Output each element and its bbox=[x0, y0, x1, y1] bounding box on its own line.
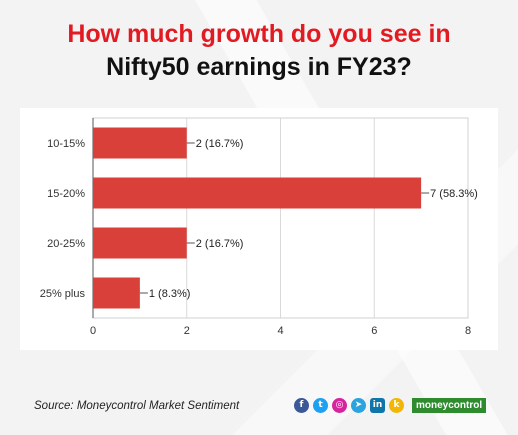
data-label-0: 2 (16.7%) bbox=[196, 138, 244, 150]
category-label-0: 10-15% bbox=[47, 138, 85, 150]
x-tick-label-3: 6 bbox=[371, 325, 377, 337]
data-label-3: 1 (8.3%) bbox=[149, 288, 191, 300]
linkedin-icon[interactable]: in bbox=[370, 397, 385, 413]
data-label-2: 2 (16.7%) bbox=[196, 238, 244, 250]
x-tick-label-1: 2 bbox=[184, 325, 190, 337]
title-line-1: How much growth do you see in bbox=[67, 20, 451, 48]
twitter-icon[interactable]: t bbox=[313, 397, 328, 413]
x-tick-label-0: 0 bbox=[90, 325, 96, 337]
title-line-2: Nifty50 earnings in FY23? bbox=[106, 53, 412, 81]
data-label-1: 7 (58.3%) bbox=[430, 188, 478, 200]
source-note: Source: Moneycontrol Market Sentiment bbox=[34, 400, 240, 412]
facebook-icon[interactable]: f bbox=[294, 397, 309, 413]
social-links: f t ◎ ➤ in k moneycontrol bbox=[294, 396, 487, 414]
instagram-icon[interactable]: ◎ bbox=[332, 397, 347, 413]
chart-title: How much growth do you see in Nifty50 ea… bbox=[0, 18, 518, 84]
category-label-2: 20-25% bbox=[47, 238, 85, 250]
bar-3 bbox=[93, 277, 140, 309]
telegram-icon[interactable]: ➤ bbox=[351, 397, 366, 413]
bar-2 bbox=[93, 227, 187, 259]
koo-icon[interactable]: k bbox=[389, 397, 404, 413]
moneycontrol-logo: moneycontrol bbox=[412, 397, 487, 413]
category-label-3: 25% plus bbox=[40, 288, 86, 300]
bar-1 bbox=[93, 177, 422, 209]
x-tick-label-2: 4 bbox=[277, 325, 283, 337]
category-label-1: 15-20% bbox=[47, 188, 85, 200]
bar-0 bbox=[93, 127, 187, 159]
x-tick-label-4: 8 bbox=[465, 325, 471, 337]
